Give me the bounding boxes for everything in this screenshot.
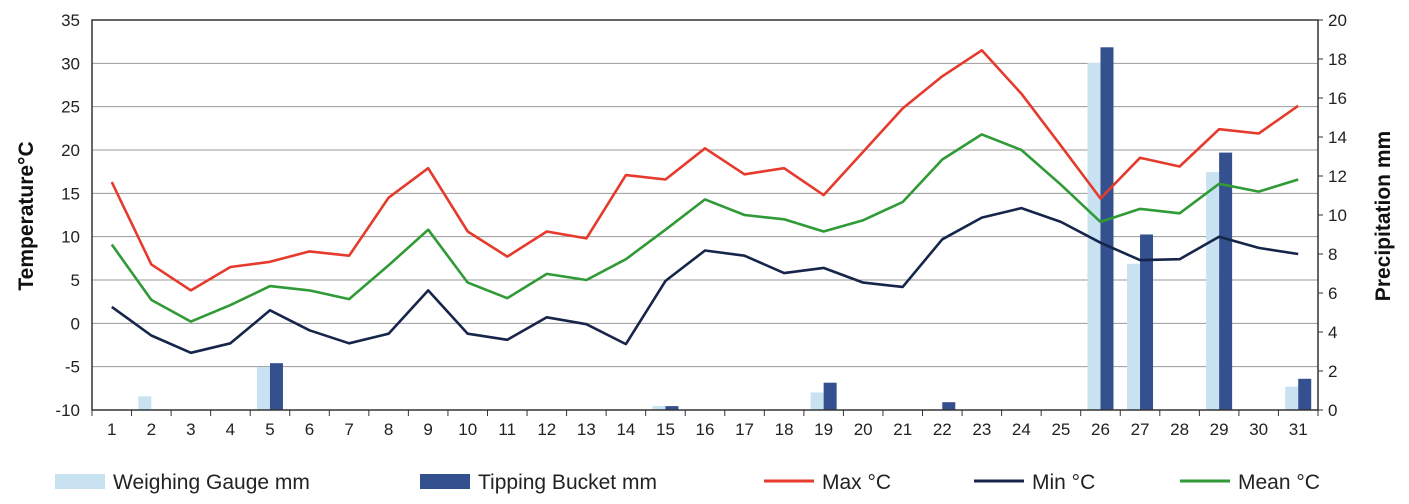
x-tick-label: 20: [854, 420, 873, 439]
weighing-gauge-bar: [652, 406, 666, 410]
left-tick-label: 25: [61, 98, 80, 117]
right-tick-label: 16: [1328, 89, 1347, 108]
mean-temp-line: [110, 133, 1299, 323]
right-tick-label: 8: [1328, 245, 1337, 264]
legend-label: Mean °C: [1238, 471, 1320, 494]
legend-tipping-bucket: Tipping Bucket mm: [420, 471, 657, 494]
weighing-gauge-bar: [810, 392, 824, 410]
right-tick-label: 20: [1328, 11, 1347, 30]
weighing-gauge-bar: [1087, 62, 1101, 411]
legend-label: Weighing Gauge mm: [113, 471, 310, 494]
x-tick-label: 14: [616, 420, 635, 439]
weighing-gauge-bar: [256, 367, 270, 410]
weighing-gauge-bar: [1206, 172, 1220, 410]
legend: Weighing Gauge mm Tipping Bucket mm Max °C…: [55, 471, 1320, 494]
left-tick-label: 0: [71, 314, 80, 333]
legend-max: Max °C: [764, 471, 891, 494]
x-tick-label: 5: [265, 420, 274, 439]
left-tick-label: 10: [61, 228, 80, 247]
left-tick-label: 5: [71, 271, 80, 290]
left-axis-ticks: -10 -5 0 5 10 15 20 25 30 35: [55, 11, 80, 420]
x-tick-label: 15: [656, 420, 675, 439]
weighing-gauge-bar: [138, 396, 152, 410]
legend-min: Min °C: [974, 471, 1095, 494]
left-tick-label: -5: [65, 358, 80, 377]
x-tick-label: 8: [384, 420, 393, 439]
legend-swatch: [55, 474, 105, 489]
weighing-gauge-bar: [1285, 386, 1299, 410]
tipping-bucket-bar: [823, 382, 837, 410]
right-tick-label: 6: [1328, 284, 1337, 303]
min-temp-line: [111, 206, 1299, 355]
x-tick-label: 21: [893, 420, 912, 439]
right-tick-label: 18: [1328, 50, 1347, 69]
tipping-bucket-bar: [1219, 152, 1233, 410]
x-tick-label: 29: [1210, 420, 1229, 439]
x-tick-label: 24: [1012, 420, 1031, 439]
x-tick-label: 2: [147, 420, 156, 439]
x-tick-label: 10: [458, 420, 477, 439]
tipping-bucket-bar: [942, 402, 956, 410]
right-tick-label: 4: [1328, 323, 1337, 342]
x-tick-label: 7: [344, 420, 353, 439]
x-tick-label: 27: [1131, 420, 1150, 439]
x-tick-label: 22: [933, 420, 952, 439]
legend-swatch: [420, 474, 470, 489]
legend-label: Tipping Bucket mm: [478, 471, 657, 494]
right-tick-label: 12: [1328, 167, 1347, 186]
tipping-bucket-bar: [665, 406, 679, 410]
precipitation-bars: [138, 47, 1312, 411]
legend-mean: Mean °C: [1180, 471, 1320, 494]
tipping-bucket-bar: [1140, 234, 1154, 410]
right-tick-label: 0: [1328, 401, 1337, 420]
legend-label: Min °C: [1032, 471, 1095, 494]
x-tick-label: 11: [498, 420, 516, 439]
x-tick-label: 9: [423, 420, 432, 439]
weighing-gauge-bar: [1127, 263, 1141, 410]
legend-weighing-gauge: Weighing Gauge mm: [55, 471, 310, 494]
right-axis-title: Precipitation mm: [1372, 131, 1395, 301]
left-tick-label: 15: [61, 184, 80, 203]
x-tick-label: 19: [814, 420, 833, 439]
left-tick-label: 20: [61, 141, 80, 160]
x-tick-label: 1: [107, 420, 116, 439]
x-tick-label: 12: [537, 420, 556, 439]
right-tick-label: 10: [1328, 206, 1347, 225]
x-axis-ticks: 1 2 3 4 5 6 7 8 9 10 11 12 13 14 15 16 17 18 19 20 21 22 23 24 2…: [91, 410, 1319, 439]
legend-label: Max °C: [822, 471, 891, 494]
x-tick-label: 25: [1051, 420, 1070, 439]
right-tick-label: 14: [1328, 128, 1347, 147]
left-tick-label: -10: [55, 401, 80, 420]
left-tick-label: 35: [61, 11, 80, 30]
x-tick-label: 23: [972, 420, 991, 439]
x-tick-label: 26: [1091, 420, 1110, 439]
x-tick-label: 6: [305, 420, 314, 439]
x-tick-label: 31: [1289, 420, 1308, 439]
right-axis-ticks: 0 2 4 6 8 10 12 14 16 18 20: [1318, 11, 1347, 420]
x-tick-label: 13: [577, 420, 596, 439]
x-tick-label: 16: [696, 420, 715, 439]
left-axis-title: Temperature°C: [15, 141, 38, 290]
tipping-bucket-bar: [269, 363, 283, 410]
x-tick-label: 4: [226, 420, 235, 439]
x-tick-label: 18: [775, 420, 794, 439]
x-tick-label: 3: [186, 420, 195, 439]
tipping-bucket-bar: [1100, 47, 1114, 411]
x-tick-label: 17: [735, 420, 754, 439]
tipping-bucket-bar: [1298, 378, 1312, 410]
max-temp-line: [110, 48, 1299, 292]
left-tick-label: 30: [61, 54, 80, 73]
x-tick-label: 28: [1170, 420, 1189, 439]
right-tick-label: 2: [1328, 362, 1337, 381]
x-tick-label: 30: [1249, 420, 1268, 439]
temperature-lines: [110, 48, 1299, 355]
